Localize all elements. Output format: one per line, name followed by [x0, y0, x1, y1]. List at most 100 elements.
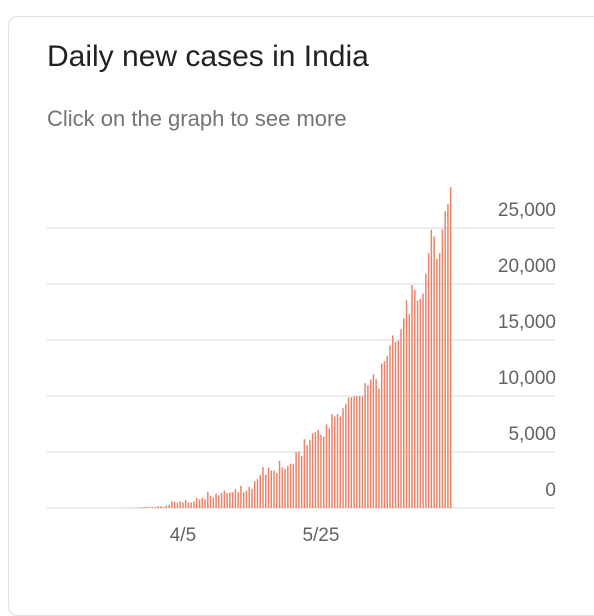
bar [337, 414, 339, 508]
bar [152, 507, 154, 508]
bar [287, 466, 289, 508]
bar [146, 507, 148, 508]
bar [202, 498, 204, 508]
bar [431, 230, 433, 508]
bar [207, 492, 209, 508]
bar [364, 383, 366, 508]
bar [403, 318, 405, 508]
bar [406, 300, 408, 508]
bar [295, 452, 297, 508]
bar [221, 493, 223, 508]
bar [444, 211, 446, 508]
x-tick-label: 5/25 [302, 525, 339, 546]
bar [229, 493, 231, 508]
bar [375, 379, 377, 508]
bar [381, 364, 383, 508]
bar [345, 404, 347, 508]
bar [273, 471, 275, 508]
bar [450, 187, 452, 508]
bar [182, 502, 184, 508]
bar [312, 433, 314, 508]
bar [342, 408, 344, 508]
bar [254, 481, 256, 508]
bar [320, 435, 322, 508]
bar [271, 471, 273, 508]
y-tick-label: 10,000 [498, 368, 556, 389]
bar [210, 496, 212, 508]
bar [417, 301, 419, 508]
bar [359, 396, 361, 508]
bar [276, 473, 278, 508]
bar [262, 467, 264, 508]
bar [282, 468, 284, 508]
bar [298, 451, 300, 508]
bar [224, 491, 226, 508]
bar [166, 505, 168, 508]
bar [138, 507, 140, 508]
bar [174, 502, 176, 508]
bar [378, 389, 380, 508]
bar [414, 290, 416, 508]
bar [144, 507, 146, 508]
bar [226, 493, 228, 508]
y-tick-label: 20,000 [498, 256, 556, 277]
bar [199, 499, 201, 508]
bar [188, 502, 190, 508]
bar [179, 501, 181, 508]
x-tick-label: 4/5 [170, 525, 196, 546]
bar [351, 397, 353, 508]
bar [362, 396, 364, 508]
bar [155, 507, 157, 508]
bar [433, 236, 435, 508]
bar [141, 507, 143, 508]
bar [411, 285, 413, 508]
bar [397, 341, 399, 508]
bar [215, 493, 217, 508]
bar [265, 475, 267, 508]
bar [237, 492, 239, 508]
bar [389, 345, 391, 508]
bar [251, 489, 253, 508]
bar [386, 356, 388, 508]
bar [315, 432, 317, 508]
bar [334, 416, 336, 508]
bar [240, 486, 242, 508]
bar [425, 274, 427, 508]
bar [395, 342, 397, 508]
bar [293, 464, 295, 508]
bar [447, 204, 449, 508]
bar [348, 398, 350, 508]
bar [246, 491, 248, 508]
bar [301, 456, 303, 508]
bar [400, 329, 402, 508]
bar [185, 500, 187, 508]
bar [409, 314, 411, 508]
bar [331, 414, 333, 508]
bar [193, 501, 195, 508]
bar [328, 428, 330, 508]
bar [257, 479, 259, 508]
bar [422, 294, 424, 508]
bar [168, 505, 170, 508]
bar [243, 492, 245, 508]
bar [384, 361, 386, 508]
bar [356, 396, 358, 508]
bar [309, 440, 311, 508]
bar [306, 445, 308, 508]
bar [326, 424, 328, 508]
bar [279, 461, 281, 508]
bar [149, 507, 151, 508]
bar [160, 506, 162, 508]
bar [235, 489, 237, 508]
bar [436, 259, 438, 508]
bar [248, 487, 250, 508]
bar [392, 335, 394, 508]
bar [353, 396, 355, 508]
bar [370, 380, 372, 508]
bar [373, 374, 375, 508]
bar [171, 501, 173, 508]
bar [367, 385, 369, 508]
bar [340, 416, 342, 508]
